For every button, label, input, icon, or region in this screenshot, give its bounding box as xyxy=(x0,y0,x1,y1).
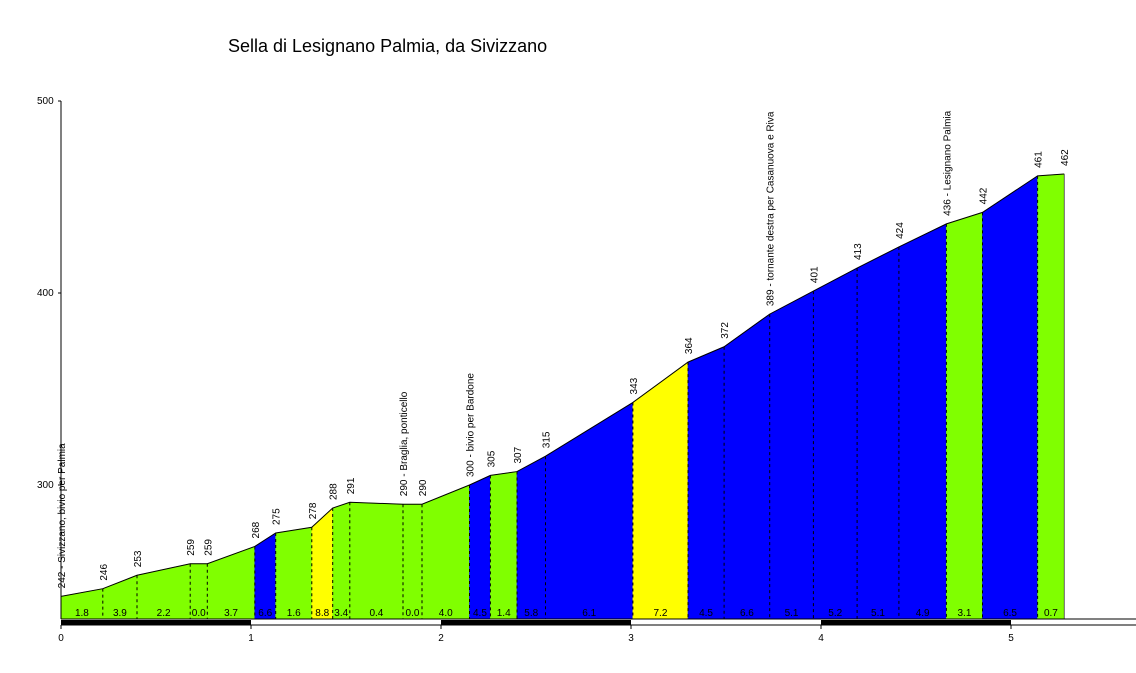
profile-segment xyxy=(254,532,277,620)
point-label: 275 xyxy=(272,508,283,525)
km-bar-segment xyxy=(251,620,441,625)
point-label: 462 xyxy=(1060,149,1071,166)
profile-segment xyxy=(687,346,725,620)
profile-segment xyxy=(769,290,814,620)
profile-outline xyxy=(60,173,1065,597)
segment-gradient-label: 5.8 xyxy=(524,608,538,619)
point-label: 300 - bivio per Bardone xyxy=(466,373,477,477)
segment-gradient-label: 3.7 xyxy=(224,608,238,619)
segment-gradient-label: 5.1 xyxy=(871,608,885,619)
x-tick-label: 2 xyxy=(438,633,444,644)
profile-segment xyxy=(982,175,1038,620)
point-label: 389 - tornante destra per Casanuova e Ri… xyxy=(766,111,777,306)
point-label: 278 xyxy=(308,502,319,519)
point-label: 372 xyxy=(720,322,731,339)
x-tick-label: 3 xyxy=(628,633,634,644)
profile-segment xyxy=(813,267,858,620)
point-label: 442 xyxy=(979,187,990,204)
segment-gradient-label: 0.7 xyxy=(1044,608,1058,619)
point-label: 424 xyxy=(895,222,906,239)
segment-gradient-label: 3.9 xyxy=(113,608,127,619)
segment-gradient-label: 5.1 xyxy=(785,608,799,619)
point-label: 343 xyxy=(629,377,640,394)
segment-gradient-label: 4.5 xyxy=(699,608,713,619)
segment-gradient-label: 8.8 xyxy=(315,608,329,619)
segment-gradient-label: 1.4 xyxy=(497,608,511,619)
y-tick-label: 300 xyxy=(37,480,54,491)
x-tick-label: 1 xyxy=(248,633,254,644)
profile-segment xyxy=(469,474,491,620)
point-label: 246 xyxy=(99,564,110,581)
profile-segment xyxy=(723,313,771,620)
point-label: 268 xyxy=(251,521,262,538)
profile-segment xyxy=(349,501,404,620)
profile-segment xyxy=(516,455,546,620)
x-tick-label: 5 xyxy=(1008,633,1014,644)
profile-segment xyxy=(275,526,313,620)
segment-gradient-label: 6.1 xyxy=(582,608,596,619)
axes: 300 400 500 0 1 2 3 4 5 xyxy=(37,96,1136,644)
x-tick-label: 0 xyxy=(58,633,64,644)
segment-gradient-label: 4.5 xyxy=(473,608,487,619)
profile-fills xyxy=(60,173,1065,620)
point-label: 290 - Braglia, ponticello xyxy=(399,391,410,496)
km-bar-segment xyxy=(821,620,1011,625)
point-label: 315 xyxy=(542,431,553,448)
segment-gradient-label: 2.2 xyxy=(157,608,171,619)
y-tick-label: 400 xyxy=(37,288,54,299)
profile-segment xyxy=(1037,173,1065,620)
km-bar-segment xyxy=(441,620,631,625)
point-label: 307 xyxy=(513,446,524,463)
x-tick-label: 4 xyxy=(818,633,824,644)
point-label: 436 - Lesignano Palmia xyxy=(942,110,953,216)
y-tick-label: 500 xyxy=(37,96,54,107)
segment-gradient-label: 4.9 xyxy=(916,608,930,619)
segment-gradient-label: 3.1 xyxy=(957,608,971,619)
point-label: 291 xyxy=(346,477,357,494)
segment-dividers xyxy=(102,173,1065,619)
segment-gradient-label: 0.0 xyxy=(406,608,420,619)
point-label: 401 xyxy=(809,266,820,283)
chart-title: Sella di Lesignano Palmia, da Sivizzano xyxy=(228,36,547,56)
segment-gradient-label: 1.6 xyxy=(287,608,301,619)
profile-segment xyxy=(402,503,423,620)
km-bar-segment xyxy=(1011,620,1136,625)
point-label: 259 xyxy=(203,539,214,556)
profile-segment xyxy=(898,223,947,620)
profile-segment xyxy=(421,484,470,620)
point-label: 413 xyxy=(853,243,864,260)
profile-segment xyxy=(632,361,689,620)
segment-gradient-label: 6.6 xyxy=(740,608,754,619)
segment-gradient-label: 1.8 xyxy=(75,608,89,619)
km-bar-segment xyxy=(631,620,821,625)
gradient-labels: 1.8 3.9 2.2 0.0 3.7 6.6 1.6 8.8 3.4 0.4 0.0 4.0 4.5 1… xyxy=(75,608,1058,619)
point-label: 288 xyxy=(329,483,340,500)
segment-gradient-label: 6.5 xyxy=(1003,608,1017,619)
point-label: 253 xyxy=(133,550,144,567)
profile-segment xyxy=(856,246,900,620)
profile-segment xyxy=(946,211,983,620)
profile-segment xyxy=(545,401,634,620)
point-label: 364 xyxy=(684,337,695,354)
point-label: 305 xyxy=(486,450,497,467)
point-label: 290 xyxy=(418,479,429,496)
segment-gradient-label: 0.4 xyxy=(369,608,383,619)
segment-gradient-label: 0.0 xyxy=(192,608,206,619)
profile-segment xyxy=(490,471,518,620)
point-label: 259 xyxy=(186,539,197,556)
profile-segment xyxy=(332,501,351,620)
segment-gradient-label: 7.2 xyxy=(653,608,667,619)
point-label: 461 xyxy=(1034,151,1045,168)
segment-gradient-label: 6.6 xyxy=(258,608,272,619)
segment-gradient-label: 5.2 xyxy=(828,608,842,619)
point-labels: 242 - Sivizzano, bivio per Palmia 246 253 2… xyxy=(57,110,1071,588)
km-bar-segment xyxy=(61,620,251,625)
segment-gradient-label: 4.0 xyxy=(439,608,453,619)
point-label: 242 - Sivizzano, bivio per Palmia xyxy=(57,443,68,589)
segment-gradient-label: 3.4 xyxy=(334,608,348,619)
